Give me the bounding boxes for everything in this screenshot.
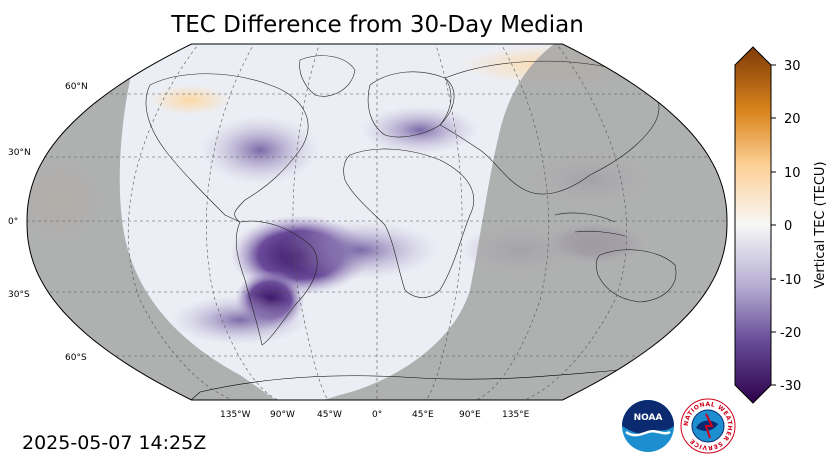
cb-tick-m20: -20: [780, 326, 801, 341]
meridian-45w: [292, 44, 331, 400]
graticule: [27, 44, 727, 400]
colorbar-body: [734, 46, 772, 404]
meridian-135e: [517, 44, 627, 400]
cb-tick-20: 20: [784, 112, 801, 127]
nws-logo: NATIONAL WEATHER SERVICE: [680, 398, 736, 454]
meridian-90w: [206, 44, 284, 400]
meridian-135w: [128, 44, 241, 400]
lon-label-90w: 90°W: [270, 410, 295, 420]
anomaly-north-america: [200, 115, 320, 185]
colorbar-label: Vertical TEC (TECU): [813, 161, 828, 288]
colorbar-ticks: [771, 64, 776, 386]
lat-label-60s: 60°S: [65, 353, 87, 363]
africa-outline: [343, 148, 475, 298]
lat-label-0: 0°: [8, 217, 18, 227]
cb-tick-0: 0: [784, 219, 792, 234]
asia-outline: [439, 60, 660, 195]
north-america-outline: [145, 73, 309, 223]
map-title: TEC Difference from 30-Day Median: [171, 12, 584, 38]
lat-label-60n: 60°N: [65, 82, 88, 92]
cb-tick-m10: -10: [780, 273, 801, 288]
noaa-logo: NOAA: [622, 400, 674, 452]
night-shade-west: [27, 44, 290, 400]
cb-tick-30: 30: [784, 59, 801, 74]
anomaly-europe-orange: [150, 85, 230, 115]
lon-label-45e: 45°E: [412, 410, 434, 420]
globe-outline: [26, 43, 728, 401]
indonesia-outline: [554, 212, 626, 237]
lon-label-0: 0°: [372, 410, 382, 420]
antarctica: [179, 369, 641, 400]
meridian-90e: [470, 44, 549, 400]
anomaly-south-pacific: [170, 295, 310, 345]
australia-outline: [595, 249, 677, 303]
anomaly-atlantic: [280, 220, 440, 280]
timestamp: 2025-05-07 14:25Z: [22, 432, 207, 454]
meridian-45e: [423, 44, 463, 400]
greenland-outline: [299, 55, 356, 97]
coastlines: [145, 55, 677, 346]
lon-label-90e: 90°E: [459, 410, 481, 420]
lon-label-135w: 135°W: [220, 410, 251, 420]
cb-tick-m30: -30: [780, 379, 801, 394]
lat-label-30n: 30°N: [8, 148, 31, 158]
noaa-logo-text: NOAA: [634, 413, 663, 423]
anomaly-north-atlantic: [360, 105, 480, 155]
cb-tick-10: 10: [784, 166, 801, 181]
lon-label-135e: 135°E: [502, 410, 530, 420]
night-shade-east: [290, 44, 727, 400]
lat-label-30s: 30°S: [8, 290, 30, 300]
lon-label-45w: 45°W: [317, 410, 342, 420]
south-america-outline: [235, 220, 318, 346]
